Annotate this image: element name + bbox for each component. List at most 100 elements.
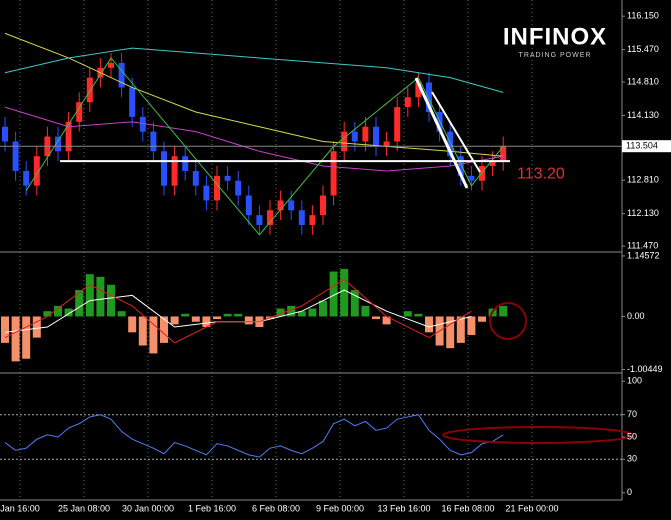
candle-body [235,180,242,196]
highlight-circle [489,302,527,340]
histogram-bar [117,311,126,317]
y-tick-label: 112.130 [627,208,659,218]
y-tick-label: 114.810 [627,76,659,86]
y-tick-label: 30 [627,454,637,464]
candle-body [214,175,220,201]
histogram-bar [107,284,115,317]
indicator-line [4,32,504,157]
histogram-bar [43,311,52,317]
highlight-ellipse [442,426,634,444]
histogram-bar [128,316,137,333]
indicator-line [4,106,504,172]
candle-body [489,161,496,167]
candle-body [161,151,167,186]
histogram-bar [340,268,349,317]
histogram-bar [64,308,73,317]
x-tick-label: 16 Feb 08:00 [441,503,494,513]
candle-body [129,87,136,117]
candle-body [309,215,316,225]
y-tick-label: 50 [627,431,637,441]
y-tick-label: 112.810 [627,175,659,185]
candle-body [76,102,83,122]
histogram-bar [191,316,200,322]
histogram-bar [244,316,253,325]
histogram-bar [478,316,486,322]
candle-body [373,126,379,147]
y-tick-label: 1.14572 [627,250,660,260]
histogram-bar [276,308,285,317]
histogram-bar [96,276,105,317]
candle-body [383,141,390,147]
candle-body [256,215,263,225]
histogram-bar [403,311,412,317]
indicator-line [4,47,504,93]
histogram-bar [170,316,179,325]
y-tick-label: 115.470 [627,44,659,54]
candle-body [298,210,305,225]
x-tick-label: Jan 16:00 [0,503,40,513]
support-label: 113.20 [517,165,565,182]
candle-body [108,62,114,68]
candle-body [447,131,454,157]
histogram-bar [382,316,391,325]
candle-body [404,97,411,108]
candle-body [33,156,40,186]
histogram-bar [467,316,476,335]
candle-body [277,200,284,211]
candle-body [341,131,348,152]
histogram-bar [425,316,433,333]
histogram-bar [308,308,317,317]
candle-body [192,170,199,186]
histogram-bar [361,305,370,317]
candle-body [23,170,30,186]
candle-body [12,141,19,171]
histogram-bar [54,305,62,317]
x-tick-label: 9 Feb 00:00 [316,503,364,513]
histogram-bar [75,290,84,317]
y-tick-label: 0 [627,487,632,497]
candle-body [139,116,146,132]
y-tick-label: 70 [627,409,637,419]
histogram-bar [181,313,190,317]
last-price-label: 113.504 [626,141,658,151]
candle-body [468,175,475,181]
histogram-bar [1,316,9,343]
histogram-bar [85,274,94,317]
histogram-bar [329,271,338,317]
histogram-bar [372,316,380,320]
candle-body [362,126,369,142]
histogram-bar [202,316,211,328]
y-tick-label: 111.470 [627,240,658,250]
histogram-bar [213,316,221,320]
candle-body [320,195,326,216]
histogram-bar [32,316,41,338]
x-tick-label: 13 Feb 16:00 [377,503,430,513]
candle-body [351,131,358,142]
last-price-box [622,140,671,153]
candle-body [224,175,231,181]
histogram-bar [446,316,455,349]
candle-body [457,156,464,176]
candle-body [86,77,93,103]
histogram-bar [414,313,423,317]
x-tick-label: 25 Jan 08:00 [58,503,110,513]
rsi-line [4,414,504,458]
y-tick-label: -1.00449 [627,364,663,374]
grid-layer [0,0,622,500]
logo-tagline: TRADING POWER [519,52,592,59]
marks-layer [0,32,622,458]
histogram-bar [319,300,327,317]
histogram-bar [456,316,465,343]
histogram-bar [22,316,31,359]
x-tick-label: 6 Feb 08:00 [252,503,300,513]
candle-body [171,156,178,186]
y-tick-label: 0.00 [627,311,645,321]
histogram-bar [297,311,306,317]
candle-body [479,166,485,181]
candle-body [65,121,72,152]
histogram-bar [149,316,158,354]
candle-body [288,200,295,211]
x-tick-label: 1 Feb 16:00 [188,503,236,513]
histogram-bar [499,305,508,317]
